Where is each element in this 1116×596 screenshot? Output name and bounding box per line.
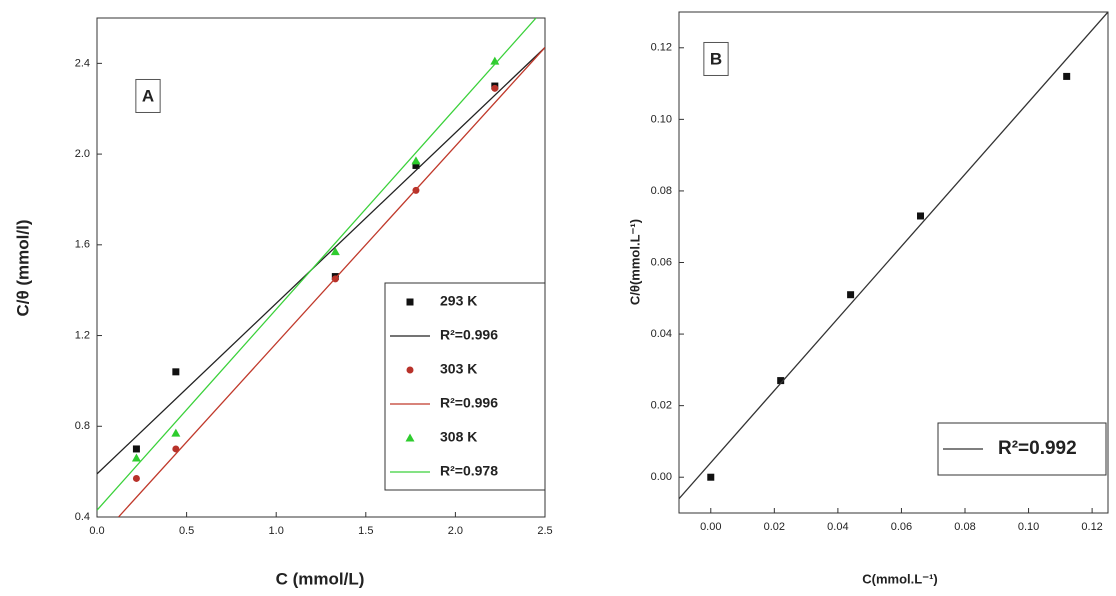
y-tick-label: 0.02 bbox=[651, 400, 672, 412]
x-tick-label: 0.00 bbox=[700, 521, 721, 533]
x-tick-label: 0.10 bbox=[1018, 521, 1039, 533]
y-tick-label: 1.6 bbox=[75, 239, 90, 251]
legend-marker bbox=[406, 298, 414, 306]
legend-label: 293 K bbox=[440, 293, 477, 309]
x-tick-label: 0.12 bbox=[1081, 521, 1102, 533]
panel-label: A bbox=[142, 86, 154, 105]
point bbox=[491, 84, 499, 92]
point bbox=[707, 473, 715, 481]
legend-marker bbox=[405, 433, 415, 442]
y-tick-label: 1.2 bbox=[75, 329, 90, 341]
panel-label-box bbox=[703, 41, 729, 76]
y-axis-label: C/θ(mmol.L⁻¹) bbox=[627, 219, 642, 305]
plot-frame bbox=[96, 17, 546, 518]
x-tick-label: 1.5 bbox=[358, 525, 373, 537]
point bbox=[330, 247, 340, 256]
x-tick-label: 0.06 bbox=[891, 521, 912, 533]
x-tick-label: 1.0 bbox=[269, 525, 284, 537]
y-tick-label: 0.06 bbox=[651, 256, 672, 268]
y-tick-label: 0.12 bbox=[651, 42, 672, 54]
panel-label: B bbox=[710, 49, 722, 68]
legend-label: 308 K bbox=[440, 429, 477, 445]
y-tick-label: 2.4 bbox=[75, 57, 90, 69]
point bbox=[411, 156, 421, 165]
x-tick-label: 0.5 bbox=[179, 525, 194, 537]
y-tick-label: 0.00 bbox=[651, 471, 672, 483]
legend-box bbox=[384, 282, 546, 491]
legend-label: 303 K bbox=[440, 361, 477, 377]
x-axis-label: C (mmol/L) bbox=[276, 569, 365, 588]
point bbox=[132, 445, 140, 453]
legend-marker bbox=[406, 366, 414, 374]
x-tick-label: 0.02 bbox=[764, 521, 785, 533]
y-tick-label: 0.8 bbox=[75, 420, 90, 432]
x-tick-label: 2.5 bbox=[537, 525, 552, 537]
x-tick-label: 0.08 bbox=[954, 521, 975, 533]
panel-label-box bbox=[135, 78, 161, 113]
point bbox=[172, 368, 180, 376]
point bbox=[412, 161, 420, 169]
x-tick-label: 2.0 bbox=[448, 525, 463, 537]
fit-line bbox=[97, 18, 537, 511]
fit-line bbox=[97, 47, 545, 475]
y-tick-label: 0.04 bbox=[651, 328, 672, 340]
point bbox=[917, 212, 925, 220]
x-tick-label: 0.04 bbox=[827, 521, 848, 533]
point bbox=[132, 474, 140, 482]
legend-label: R²=0.992 bbox=[998, 438, 1077, 459]
y-axis-label: C/θ (mmol/l) bbox=[13, 219, 32, 316]
fit-line bbox=[679, 12, 1108, 500]
y-tick-label: 0.4 bbox=[75, 511, 90, 523]
point bbox=[131, 453, 141, 462]
point bbox=[172, 445, 180, 453]
legend-label: R²=0.996 bbox=[440, 395, 498, 411]
point bbox=[171, 428, 181, 437]
x-tick-label: 0.0 bbox=[89, 525, 104, 537]
y-tick-label: 2.0 bbox=[75, 148, 90, 160]
x-axis-label: C(mmol.L⁻¹) bbox=[862, 571, 937, 586]
fit-line bbox=[118, 47, 545, 517]
y-tick-label: 0.08 bbox=[651, 185, 672, 197]
legend-label: R²=0.978 bbox=[440, 463, 498, 479]
legend-label: R²=0.996 bbox=[440, 327, 498, 343]
y-tick-label: 0.10 bbox=[651, 113, 672, 125]
point bbox=[847, 291, 855, 299]
point bbox=[1063, 72, 1071, 80]
point bbox=[777, 377, 785, 385]
